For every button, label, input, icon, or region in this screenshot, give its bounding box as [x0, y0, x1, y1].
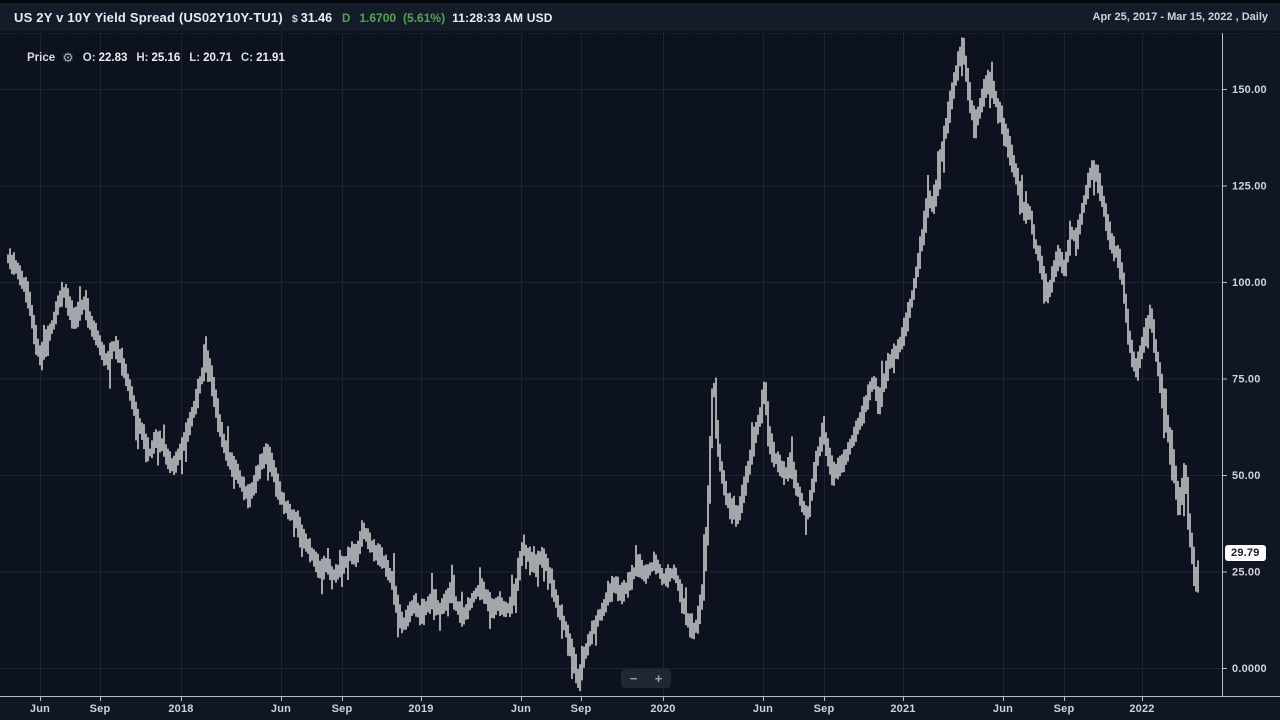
quote-row: US 2Y v 10Y Yield Spread (US02Y10Y-TU1) …: [0, 10, 553, 25]
x-axis-label: Jun: [30, 703, 50, 715]
top-edge-strip: [0, 0, 1280, 3]
zoom-out-button[interactable]: −: [623, 669, 645, 688]
y-axis-label: 25.00: [1232, 567, 1261, 579]
y-axis-label: 50.00: [1232, 470, 1261, 482]
price-change-pct: (5.61%): [403, 10, 446, 25]
symbol-title[interactable]: US 2Y v 10Y Yield Spread (US02Y10Y-TU1): [14, 9, 283, 25]
y-axis-label: 150.00: [1232, 84, 1267, 96]
x-axis-label: Jun: [511, 703, 531, 715]
legend-low: L: 20.71: [189, 51, 232, 64]
x-axis-label: Jun: [271, 703, 291, 715]
price-change-abs: 1.6700: [359, 10, 397, 25]
zoom-controls: − +: [621, 669, 671, 688]
x-axis-label: Sep: [332, 703, 353, 715]
legend-title: Price: [27, 51, 56, 64]
x-axis-label: Sep: [90, 703, 111, 715]
timeframe-badge[interactable]: D: [342, 12, 351, 25]
axes: 150.00 125.00 100.00 75.00 50.00 25.00 0.0000 J…: [0, 33, 1280, 715]
x-axis-label: Jun: [993, 703, 1013, 715]
legend-high: H: 25.16: [136, 51, 181, 64]
price-series: [7, 37, 1199, 692]
price-legend: Price ⚙ O: 22.83 H: 25.16 L: 20.71 C: 21.91: [27, 51, 294, 64]
x-axis-label: Jun: [753, 703, 773, 715]
session-time-currency: 11:28:33 AM USD: [452, 10, 553, 25]
last-price: 31.46: [300, 10, 333, 25]
x-axis-label: Sep: [1054, 703, 1075, 715]
gridlines: [0, 33, 1222, 696]
current-price-label: 29.79: [1225, 544, 1266, 561]
x-axis-label: 2022: [1129, 703, 1154, 715]
gear-icon[interactable]: ⚙: [62, 50, 74, 65]
x-axis-label: Sep: [571, 703, 592, 715]
legend-close: C: 21.91: [240, 51, 285, 64]
y-axis-label: 125.00: [1232, 181, 1267, 193]
x-axis-label: Sep: [814, 703, 835, 715]
x-axis-label: 2021: [890, 703, 915, 715]
y-axis-label: 0.0000: [1232, 663, 1267, 675]
chart-header: US 2Y v 10Y Yield Spread (US02Y10Y-TU1) …: [0, 3, 1280, 31]
time-axis[interactable]: [0, 696, 1280, 720]
x-axis-label: 2018: [168, 703, 193, 715]
y-axis-label: 75.00: [1232, 374, 1261, 386]
currency-symbol: $: [291, 12, 298, 25]
legend-open: O: 22.83: [82, 51, 128, 64]
price-axis[interactable]: [1222, 33, 1280, 696]
x-axis-label: 2020: [650, 703, 675, 715]
x-axis-label: 2019: [408, 703, 433, 715]
zoom-in-button[interactable]: +: [648, 669, 670, 688]
date-range-label: Apr 25, 2017 - Mar 15, 2022 , Daily: [1092, 11, 1269, 23]
y-axis-label: 100.00: [1232, 277, 1267, 289]
